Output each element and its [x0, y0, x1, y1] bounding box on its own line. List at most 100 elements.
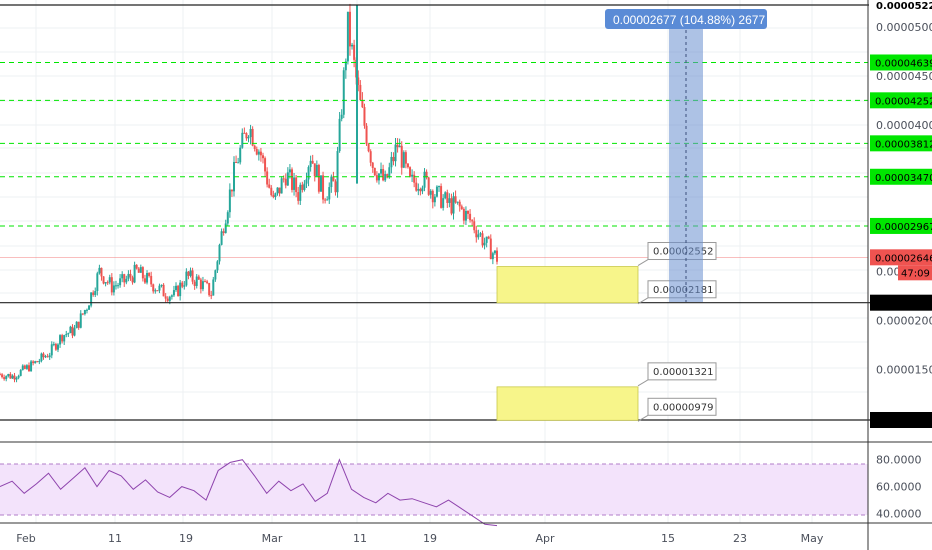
candle-body	[367, 144, 370, 152]
candle-body	[491, 253, 494, 260]
candle-body	[189, 270, 192, 276]
candle-body	[483, 242, 486, 246]
candle-body	[25, 365, 28, 369]
time-tick: 23	[733, 532, 747, 545]
candle-body	[359, 84, 362, 101]
rsi-line	[0, 458, 498, 527]
rsi-panel	[0, 458, 868, 527]
candle-body	[85, 309, 88, 311]
candle-body	[406, 163, 409, 168]
candle-body	[50, 344, 53, 356]
candle-body	[278, 187, 281, 194]
candle-body	[88, 305, 91, 310]
candle-body	[123, 274, 126, 283]
candle-body	[224, 223, 227, 233]
time-tick: Mar	[262, 532, 283, 545]
candle-body	[415, 182, 418, 191]
candle-body	[143, 278, 146, 283]
candle-body	[467, 210, 470, 214]
rsi-band	[0, 464, 868, 515]
candle-body	[469, 213, 472, 221]
candle-body	[334, 181, 337, 193]
zone-price-label	[647, 397, 717, 416]
candle-body	[433, 196, 436, 203]
candle-body	[131, 277, 134, 283]
candle-body	[423, 171, 426, 188]
candle-body	[280, 178, 283, 194]
candle-body	[448, 198, 451, 203]
candle-body	[1, 374, 4, 378]
candle-body	[106, 282, 109, 284]
candle-body	[446, 192, 449, 203]
grid	[0, 0, 868, 523]
candle-body	[282, 178, 285, 180]
candle-body	[204, 281, 207, 283]
candle-body	[309, 160, 312, 168]
candle-body	[344, 61, 347, 71]
candle-body	[166, 298, 169, 301]
candle-body	[493, 250, 496, 254]
candle-body	[388, 167, 391, 178]
candle-body	[489, 238, 492, 260]
candle-body	[251, 128, 254, 146]
candle-body	[34, 361, 37, 364]
candle-body	[270, 187, 273, 196]
candle-body	[73, 328, 76, 336]
candle-body	[208, 283, 211, 296]
time-tick: 19	[423, 532, 437, 545]
candle-body	[210, 295, 213, 297]
candle-body	[384, 174, 387, 181]
zone-price-text: 0.00001321	[653, 367, 713, 378]
candle-body	[218, 244, 221, 262]
candle-body	[235, 161, 238, 163]
candle-body	[75, 321, 78, 329]
candle-body	[257, 151, 260, 155]
candle-body	[371, 162, 374, 169]
candle-body	[175, 285, 178, 291]
time-tick: Apr	[535, 532, 555, 545]
candle-body	[79, 313, 82, 328]
candle-body	[0, 374, 1, 376]
candle-body	[365, 125, 368, 145]
candle-body	[195, 276, 198, 286]
candle-body	[27, 365, 30, 372]
candle-body	[90, 292, 93, 306]
candle-body	[259, 151, 262, 156]
candle-body	[338, 118, 341, 152]
candle-body	[479, 233, 482, 235]
candle-body	[125, 278, 128, 283]
candle-body	[255, 149, 258, 155]
candle-body	[342, 70, 345, 115]
candle-body	[454, 196, 457, 203]
candle-body	[148, 273, 151, 276]
candle-body	[394, 144, 397, 162]
candle-body	[40, 353, 43, 362]
candle-body	[170, 295, 173, 297]
candle-body	[348, 11, 351, 47]
support-label	[870, 412, 932, 428]
time-axis[interactable]: Feb 11 19 Mar 11 19 Apr 15 23 May	[16, 532, 824, 545]
candle-body	[13, 375, 16, 380]
candle-body	[363, 107, 366, 126]
candle-body	[450, 198, 453, 214]
candle-body	[435, 186, 438, 197]
candle-body	[146, 273, 149, 283]
time-tick: Feb	[16, 532, 35, 545]
current-price-label	[870, 249, 932, 266]
candle-body	[442, 198, 445, 208]
time-tick: 15	[661, 532, 675, 545]
candle-body	[46, 356, 49, 358]
candle-body	[162, 284, 165, 297]
candle-body	[61, 335, 64, 342]
resistance-label	[870, 135, 932, 152]
candle-body	[152, 284, 155, 292]
candle-body	[3, 377, 6, 380]
candle-body	[253, 145, 256, 150]
price-axis[interactable]: 0.00005000 0.00004500 0.00004000 0.00002000…	[869, 0, 932, 428]
candle-body	[7, 374, 10, 377]
candle-body	[112, 285, 115, 293]
candle-body	[67, 333, 70, 335]
candle-body	[361, 100, 364, 108]
rsi-axis[interactable]: 80.0000 60.0000 40.0000	[876, 454, 922, 521]
